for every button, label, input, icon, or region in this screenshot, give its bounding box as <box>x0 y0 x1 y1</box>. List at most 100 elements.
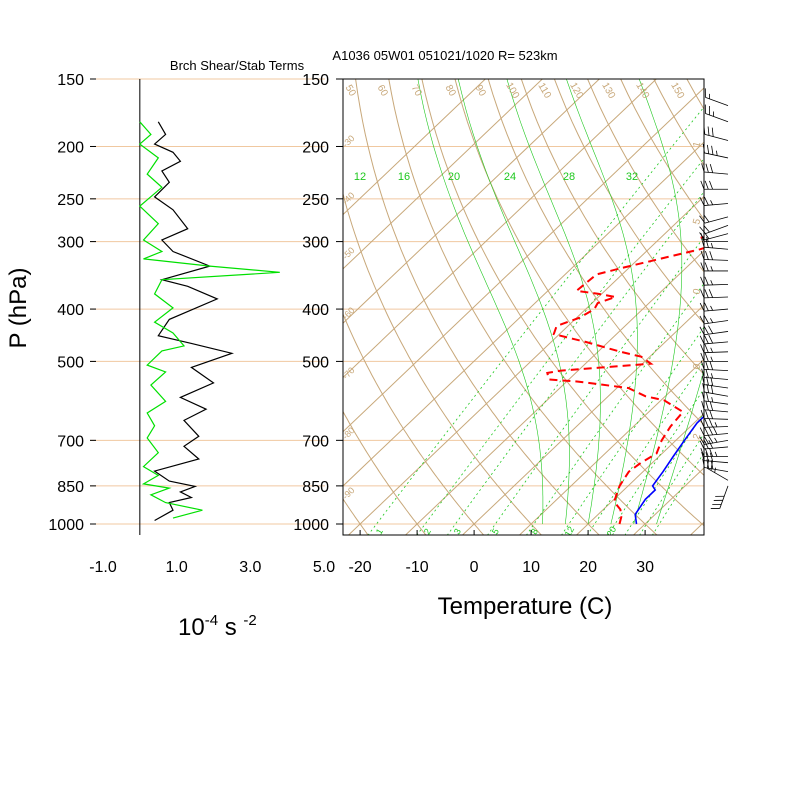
skewt-dry-adiabat <box>408 0 715 535</box>
wind-barb-staff <box>704 377 728 379</box>
left-x-tick-label: 5.0 <box>313 559 335 576</box>
wind-barb-staff <box>705 97 728 105</box>
skewt-background-lines <box>6 0 800 535</box>
wind-barb-flag <box>701 277 704 285</box>
wind-barb-flag <box>710 318 712 322</box>
wind-barb-flag <box>705 277 708 285</box>
wind-barb-flag <box>706 401 708 410</box>
wind-barb-flag <box>704 427 708 435</box>
wind-barb-staff <box>705 217 728 223</box>
wind-barb-flag <box>709 419 712 427</box>
skewt-x-axis-label: Temperature (C) <box>438 593 613 620</box>
wind-barb-staff <box>704 172 728 174</box>
left-x-label-unit: s <box>218 614 243 641</box>
skewt-y-tick-label: 150 <box>302 72 329 89</box>
wind-barb-staff <box>704 260 728 261</box>
dry-adiabat-label: 60 <box>375 83 390 99</box>
wind-barb-flag <box>709 181 712 189</box>
skewt-x-tick-label: 0 <box>470 559 479 576</box>
dry-adiabat-label: 130 <box>599 81 617 101</box>
wind-barb-flag <box>704 197 708 205</box>
wind-barb-flag <box>711 280 713 285</box>
wind-barb-flag <box>710 251 713 260</box>
wind-barb-flag <box>704 315 708 323</box>
wind-barb-flag <box>704 335 708 343</box>
dry-adiabat-label: 80 <box>443 83 458 99</box>
wind-barb-flag <box>707 393 709 402</box>
skewt-dry-adiabat <box>703 0 800 535</box>
wind-barb-flag <box>709 289 712 297</box>
wind-barb-staff <box>704 427 728 428</box>
skewt-y-tick-label: 200 <box>302 139 329 156</box>
left-panel-grid <box>90 79 325 524</box>
left-series-group <box>140 122 280 521</box>
wind-barb-flag <box>706 369 708 378</box>
dry-adiabat-label: 110 <box>535 81 553 101</box>
left-panel-title: Brch Shear/Stab Terms <box>170 58 305 73</box>
wind-barb-staff <box>704 297 728 298</box>
wind-barb-flag <box>711 348 713 353</box>
wind-barb-flag <box>710 402 712 411</box>
skewt-dry-adiabat <box>644 0 800 535</box>
wind-barb-flag <box>705 263 708 271</box>
skewt-isotherm <box>405 0 800 535</box>
wind-barb-staff <box>704 284 728 285</box>
wind-barb-flag <box>711 200 713 205</box>
skewt-dry-adiabat <box>438 0 773 535</box>
skewt-isotherm <box>6 0 585 535</box>
skewt-dry-adiabat <box>526 0 800 535</box>
wind-barb-flag <box>700 227 706 234</box>
skewt-y-tick-label: 700 <box>302 433 329 450</box>
mixing-ratio-top-label: 28 <box>563 171 575 183</box>
mixing-ratio-top-label: 20 <box>448 171 460 183</box>
wind-barb-flag <box>715 438 718 442</box>
shear-term-line <box>155 122 232 521</box>
left-y-tick-label: 850 <box>57 479 84 496</box>
wind-barb-flag <box>709 427 713 435</box>
skewt-x-tick-label: 30 <box>636 559 654 576</box>
wind-barb-flag <box>712 397 713 402</box>
dry-adiabat-label: 100 <box>503 81 521 101</box>
skewt-plot-frame <box>343 79 704 535</box>
skewt-y-tick-label: 400 <box>302 302 329 319</box>
wind-barb-flag <box>712 128 713 137</box>
skewt-dry-adiabat <box>733 0 800 535</box>
left-x-axis-label: 10-4 s -2 <box>178 612 257 641</box>
skewt-dry-adiabat <box>223 0 369 535</box>
wind-barb-flag <box>704 326 708 334</box>
dry-adiabat-label: 150 <box>668 81 686 101</box>
wind-barb-staff <box>705 225 728 233</box>
wind-barb-flag <box>701 419 704 427</box>
skewt-mixing-ratio-line <box>368 79 727 535</box>
wind-barb-flag <box>711 266 713 271</box>
wind-barb-flag <box>716 151 717 156</box>
skewt-dry-adiabat <box>188 0 311 535</box>
wind-barb-flag <box>709 335 713 343</box>
wind-barb-flag <box>711 373 712 378</box>
skewt-y-tick-label: 850 <box>302 479 329 496</box>
skewt-y-tick-label: 500 <box>302 354 329 371</box>
wind-barb-staff <box>704 467 728 471</box>
skewt-y-tick-label: 1000 <box>293 517 329 534</box>
left-x-tick-label: 1.0 <box>166 559 188 576</box>
wind-barb-staff <box>704 410 728 412</box>
wind-barb-flag <box>713 426 717 434</box>
wind-barb-flag <box>704 225 710 232</box>
skewt-x-tick-label: -10 <box>406 559 429 576</box>
skewt-y-tick-label: 250 <box>302 192 329 209</box>
skewt-dry-adiabat <box>497 0 800 535</box>
wind-barb-staff <box>704 392 728 396</box>
wind-barb-flag <box>701 344 704 352</box>
skewt-x-tick-label: 20 <box>579 559 597 576</box>
wind-barb-flag <box>711 243 712 248</box>
skewt-mixing-ratio-line <box>417 79 767 535</box>
left-x-tick-label: 3.0 <box>239 559 261 576</box>
wind-barb-staff <box>704 401 728 404</box>
left-x-tick-label: -1.0 <box>89 559 117 576</box>
mixing-ratio-bottom-label: 12 <box>563 525 577 539</box>
skewt-mixing-ratio-line <box>561 79 800 535</box>
wind-barb-flag <box>704 303 708 311</box>
wind-barb-staff <box>705 114 728 122</box>
